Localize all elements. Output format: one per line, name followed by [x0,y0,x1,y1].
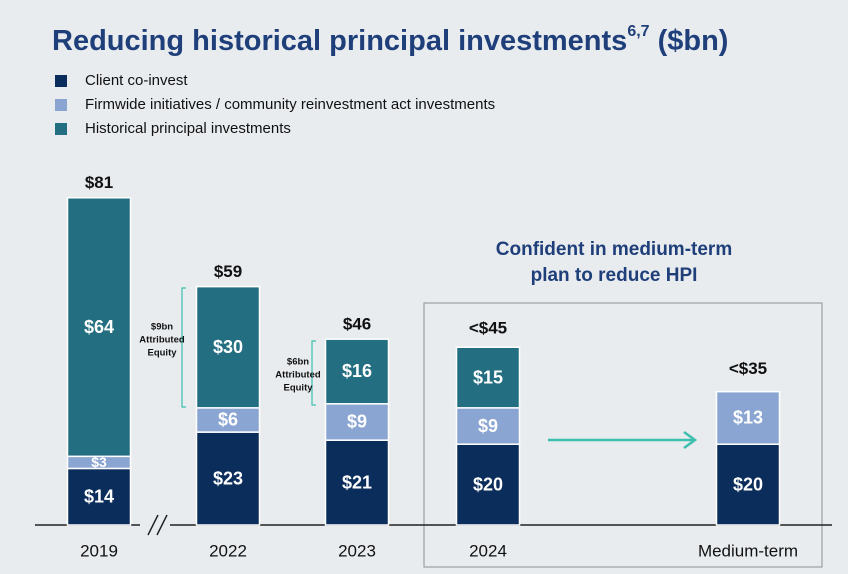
segment-label: $9 [347,412,367,432]
annotation-text: Equity [147,348,177,359]
bracket [311,340,316,406]
title-suffix: ($bn) [658,25,729,57]
x-tick-label: 2023 [338,541,376,560]
bar-segment [66,197,132,458]
segment-label: $14 [84,486,114,506]
bar-segment [715,443,781,526]
bar-segment [324,338,390,405]
title-superscript: 6,7 [627,23,649,40]
bar-segment [66,467,132,526]
arrow-head [683,430,698,450]
segment-label: $15 [473,367,503,387]
x-tick-label: 2024 [469,541,507,560]
x-tick-label: 2022 [209,541,247,560]
bar-segment [324,403,390,441]
legend-label: Historical principal investments [85,120,291,137]
x-tick-label: Medium-term [698,541,798,560]
title-main: Reducing historical principal investment… [52,25,627,57]
segment-label: $30 [213,337,243,357]
annotation-text: $9bn [151,322,173,333]
total-label: <$35 [729,359,767,378]
segment-label: $20 [733,474,763,494]
bar-segment [324,439,390,526]
total-label: $81 [85,173,113,192]
bar-segment [455,407,521,445]
bar-segment [715,390,781,445]
axis-break [147,514,159,536]
segment-label: $13 [733,408,763,428]
bar-segment [195,407,261,433]
chart-title: Reducing historical principal investment… [52,23,728,56]
annotation-text: $6bn [287,357,309,368]
segment-label: $21 [342,472,372,492]
total-label: $46 [343,315,371,334]
highlight-box [423,302,823,568]
total-label: <$45 [469,319,507,338]
segment-label: $23 [213,468,243,488]
break-gap [140,515,170,535]
bracket [181,287,186,408]
legend-label: Firmwide initiatives / community reinves… [85,96,495,113]
legend-label: Client co-invest [85,72,188,89]
bar-segment [195,285,261,409]
bar-segment [455,346,521,409]
legend-swatch [55,123,67,135]
annotation-text: Attributed [139,335,185,346]
segment-label: $6 [218,410,238,430]
callout-text: Confident in medium-term [496,239,732,260]
legend-swatch [55,75,67,87]
callout-text: plan to reduce HPI [531,265,698,286]
x-tick-label: 2019 [80,541,118,560]
annotation-text: Attributed [275,370,321,381]
axis-break [156,514,168,536]
annotation-text: Equity [283,383,313,394]
total-label: $59 [214,262,242,281]
legend-swatch [55,99,67,111]
segment-label: $9 [478,416,498,436]
segment-label: $3 [91,454,107,470]
segment-label: $16 [342,361,372,381]
segment-label: $20 [473,474,503,494]
segment-label: $64 [84,317,114,337]
